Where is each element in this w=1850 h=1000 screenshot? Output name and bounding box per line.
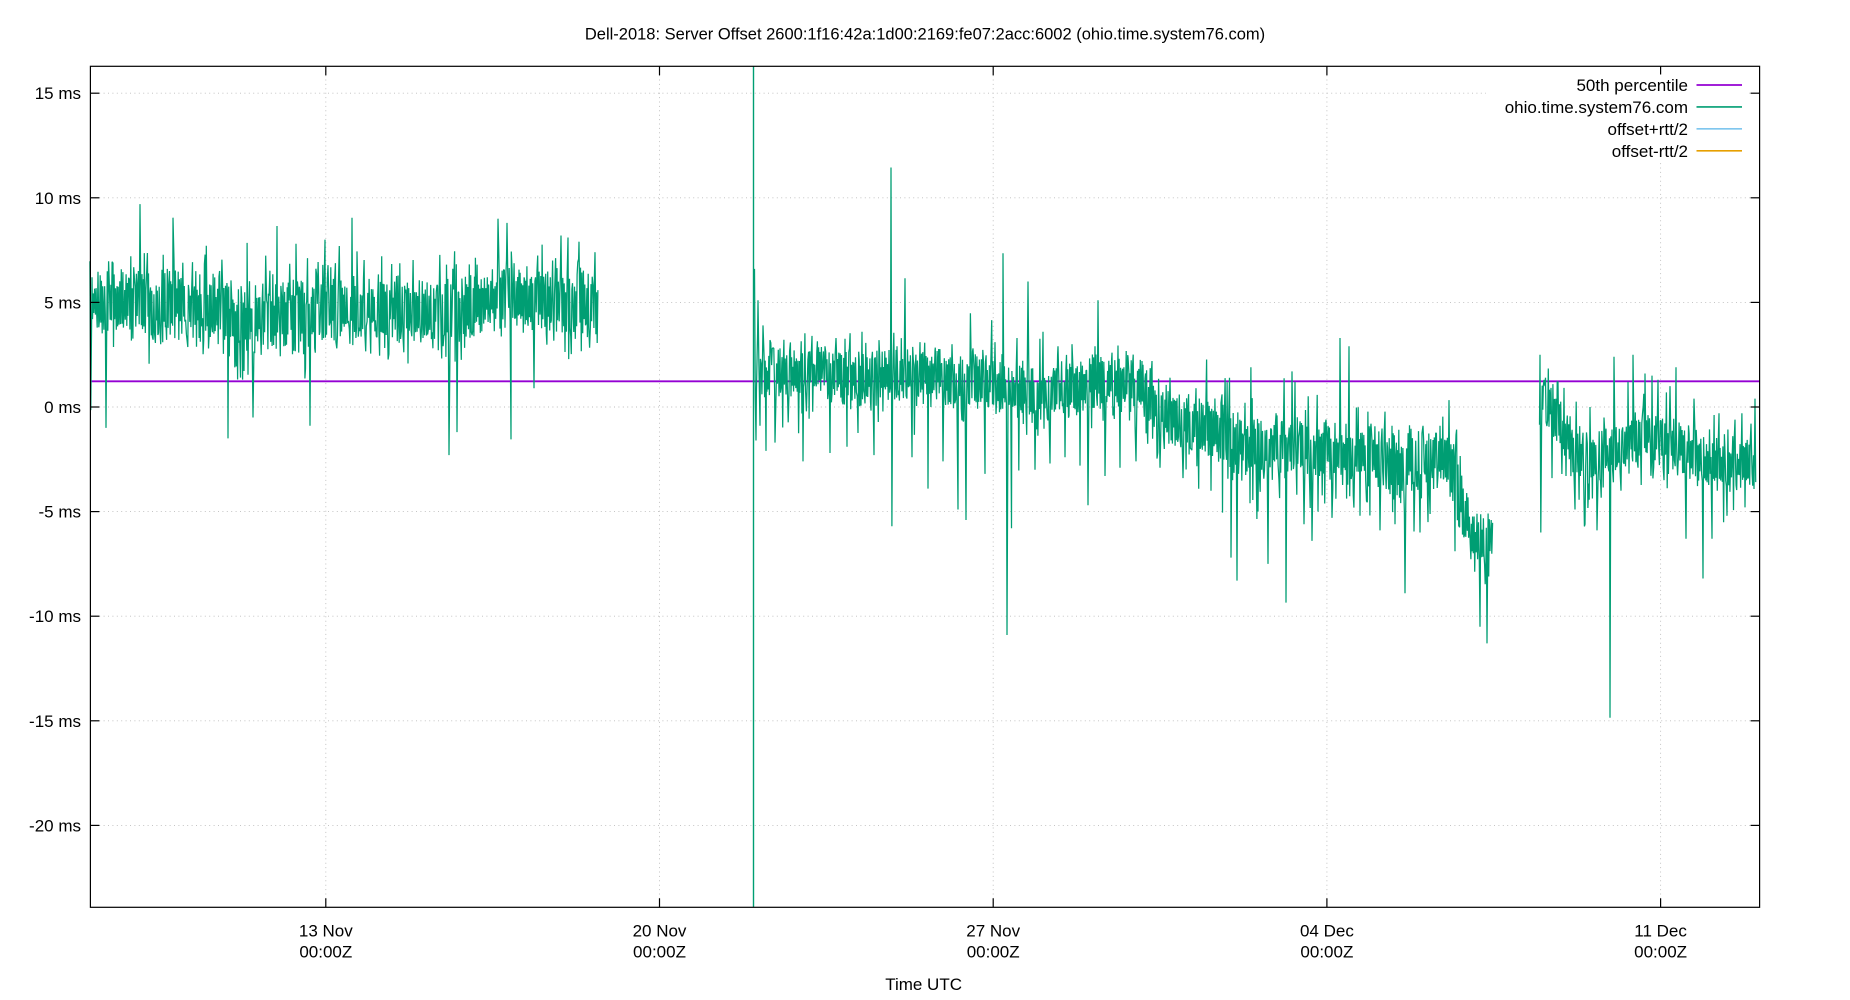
- svg-text:0 ms: 0 ms: [44, 398, 81, 417]
- svg-text:ohio.time.system76.com: ohio.time.system76.com: [1505, 98, 1688, 117]
- svg-text:00:00Z: 00:00Z: [299, 942, 352, 961]
- svg-text:00:00Z: 00:00Z: [1634, 942, 1687, 961]
- svg-text:offset+rtt/2: offset+rtt/2: [1608, 120, 1688, 139]
- svg-text:15 ms: 15 ms: [35, 84, 81, 103]
- svg-text:00:00Z: 00:00Z: [967, 942, 1020, 961]
- svg-text:00:00Z: 00:00Z: [1300, 942, 1353, 961]
- svg-text:Time UTC: Time UTC: [885, 975, 962, 994]
- svg-text:20 Nov: 20 Nov: [633, 921, 687, 940]
- svg-text:-10 ms: -10 ms: [29, 607, 81, 626]
- svg-text:00:00Z: 00:00Z: [633, 942, 686, 961]
- svg-text:11 Dec: 11 Dec: [1634, 921, 1687, 940]
- svg-text:-5 ms: -5 ms: [39, 503, 82, 522]
- svg-text:10 ms: 10 ms: [35, 189, 81, 208]
- svg-text:-20 ms: -20 ms: [29, 816, 81, 835]
- svg-text:5 ms: 5 ms: [44, 293, 81, 312]
- svg-text:04 Dec: 04 Dec: [1300, 921, 1354, 940]
- svg-text:-15 ms: -15 ms: [29, 712, 81, 731]
- svg-text:27 Nov: 27 Nov: [966, 921, 1020, 940]
- svg-text:offset-rtt/2: offset-rtt/2: [1612, 142, 1688, 161]
- svg-text:13 Nov: 13 Nov: [299, 921, 353, 940]
- svg-text:Dell-2018: Server Offset 2600:: Dell-2018: Server Offset 2600:1f16:42a:1…: [585, 26, 1265, 44]
- svg-text:50th percentile: 50th percentile: [1576, 76, 1688, 95]
